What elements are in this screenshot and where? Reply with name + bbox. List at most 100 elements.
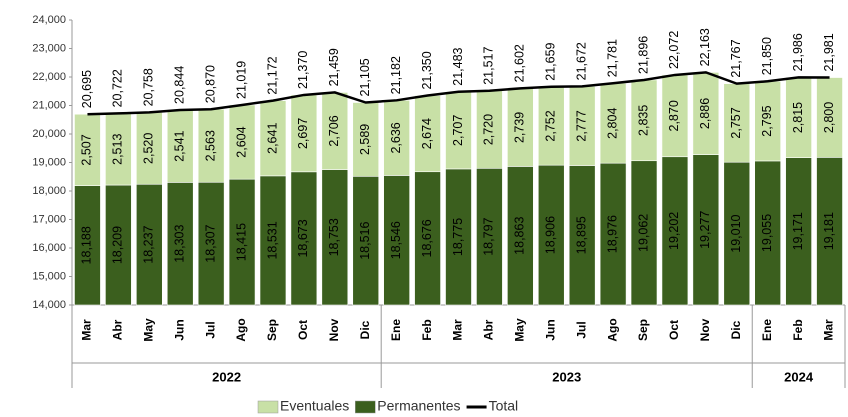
legend-swatch (257, 400, 279, 414)
x-tick-label: Mar (822, 319, 836, 341)
legend-swatch (355, 400, 376, 414)
bar-segment (723, 161, 751, 306)
x-tick-label: Mar (451, 319, 465, 341)
bar-segment (476, 167, 503, 306)
bar-segment (537, 86, 565, 166)
total-label: 21,767 (729, 39, 743, 77)
bar-segment (692, 154, 720, 306)
bar-segment (630, 160, 658, 306)
year-label: 2023 (552, 369, 581, 384)
value-label: 19,062 (636, 214, 650, 252)
bar-segment (537, 164, 565, 306)
x-tick-label: Jul (203, 321, 217, 338)
bar-segment (785, 157, 812, 306)
x-tick-label: Ene (389, 319, 403, 341)
value-label: 2,641 (265, 123, 279, 154)
bar-segment (445, 168, 472, 306)
value-label: 18,976 (605, 215, 619, 253)
value-label: 18,753 (327, 218, 341, 256)
bar-segment (383, 175, 410, 306)
x-tick-label: Jul (574, 321, 588, 338)
bar-segment (259, 100, 287, 177)
value-label: 2,886 (698, 98, 712, 129)
value-label: 19,202 (667, 212, 681, 250)
value-label: 2,739 (513, 112, 527, 143)
total-label: 21,483 (451, 47, 465, 85)
bar-segment (723, 83, 751, 163)
total-label: 21,019 (234, 61, 248, 99)
x-tick-label: Dic (358, 320, 372, 339)
year-label: 2022 (212, 369, 241, 384)
value-label: 2,870 (667, 100, 681, 131)
x-tick-label: Oct (667, 320, 681, 340)
value-label: 2,815 (791, 102, 805, 133)
value-label: 18,303 (173, 225, 187, 263)
year-label: 2024 (784, 369, 814, 384)
bar-segment (445, 91, 472, 170)
bar-segment (74, 185, 101, 306)
value-label: 2,757 (729, 107, 743, 138)
value-label: 2,563 (203, 130, 217, 161)
total-line (87, 71, 830, 116)
x-tick-label: Nov (698, 318, 712, 341)
value-label: 2,589 (358, 124, 372, 155)
value-label: 18,676 (420, 219, 434, 257)
bar-segment (259, 175, 287, 306)
total-label: 21,602 (513, 44, 527, 82)
y-tick-label: 21,000 (32, 99, 66, 111)
value-label: 18,307 (203, 224, 217, 262)
bar-segment (136, 112, 163, 185)
value-label: 2,604 (234, 126, 248, 157)
bar-segment (290, 94, 318, 173)
total-label: 21,350 (420, 51, 434, 89)
value-label: 2,507 (80, 134, 94, 165)
total-label: 20,844 (173, 66, 187, 104)
total-label: 21,459 (327, 48, 341, 86)
total-label: 20,758 (142, 68, 156, 106)
bar-segment (754, 80, 781, 162)
y-tick-label: 14,000 (32, 299, 66, 311)
x-tick-label: Jun (172, 319, 186, 340)
bar-segment (228, 104, 256, 180)
value-label: 18,209 (111, 226, 125, 264)
value-label: 18,237 (142, 225, 156, 263)
bar-segment (599, 162, 627, 306)
y-tick-label: 19,000 (32, 156, 66, 168)
value-label: 2,697 (296, 118, 310, 149)
value-label: 19,277 (698, 211, 712, 249)
y-tick-label: 20,000 (32, 128, 66, 140)
total-label: 20,695 (80, 70, 94, 108)
value-label: 18,797 (482, 217, 496, 255)
value-label: 2,541 (173, 130, 187, 161)
x-tick-label: Jun (543, 319, 557, 340)
value-label: 2,674 (420, 118, 434, 149)
total-label: 21,182 (389, 56, 403, 94)
value-label: 2,804 (605, 108, 619, 139)
total-label: 20,870 (203, 65, 217, 103)
value-label: 2,800 (822, 102, 836, 133)
value-label: 18,546 (389, 221, 403, 259)
x-tick-label: May (141, 318, 155, 342)
value-label: 2,752 (544, 110, 558, 141)
total-label: 22,163 (698, 28, 712, 66)
bar-segment (507, 166, 534, 306)
total-label: 21,781 (605, 39, 619, 77)
bar-segment (197, 108, 225, 183)
bar-segment (290, 171, 318, 306)
legend-label: Total (489, 398, 519, 414)
x-tick-label: Abr (111, 319, 125, 340)
x-tick-label: Mar (80, 319, 94, 341)
y-tick-label: 17,000 (32, 213, 66, 225)
y-tick-label: 16,000 (32, 242, 66, 254)
x-tick-label: May (513, 318, 527, 342)
x-tick-label: Ago (605, 318, 619, 341)
bar-segment (166, 109, 194, 183)
total-label: 21,659 (544, 42, 558, 80)
bar-segment (661, 156, 689, 306)
legend-label: Eventuales (280, 398, 349, 414)
bar-segment (754, 160, 781, 306)
value-label: 18,895 (574, 216, 588, 254)
value-label: 18,673 (296, 219, 310, 257)
bar-segment (74, 113, 101, 186)
